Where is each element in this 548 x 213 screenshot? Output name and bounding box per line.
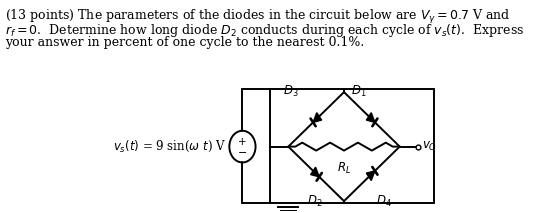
Text: $D_3$: $D_3$ <box>283 84 299 99</box>
Text: $D_1$: $D_1$ <box>351 84 366 99</box>
Polygon shape <box>366 113 375 122</box>
Text: $D_2$: $D_2$ <box>307 194 323 209</box>
Text: +: + <box>238 137 247 147</box>
Text: $r_f=0$.  Determine how long diode $D_2$ conducts during each cycle of $v_s(t)$.: $r_f=0$. Determine how long diode $D_2$ … <box>5 22 524 39</box>
Text: $R_L$: $R_L$ <box>337 160 351 176</box>
Polygon shape <box>366 171 375 181</box>
Text: $D_4$: $D_4$ <box>376 194 392 209</box>
Polygon shape <box>311 167 319 177</box>
Polygon shape <box>313 113 322 122</box>
Text: $v_s(t)$ = 9 sin($\omega\ t$) V: $v_s(t)$ = 9 sin($\omega\ t$) V <box>113 139 226 154</box>
Text: (13 points) The parameters of the diodes in the circuit below are $V_\gamma=0.7$: (13 points) The parameters of the diodes… <box>5 8 510 26</box>
Text: $v_O$: $v_O$ <box>422 140 437 153</box>
Text: your answer in percent of one cycle to the nearest 0.1%.: your answer in percent of one cycle to t… <box>5 36 364 49</box>
Text: −: − <box>238 148 247 158</box>
